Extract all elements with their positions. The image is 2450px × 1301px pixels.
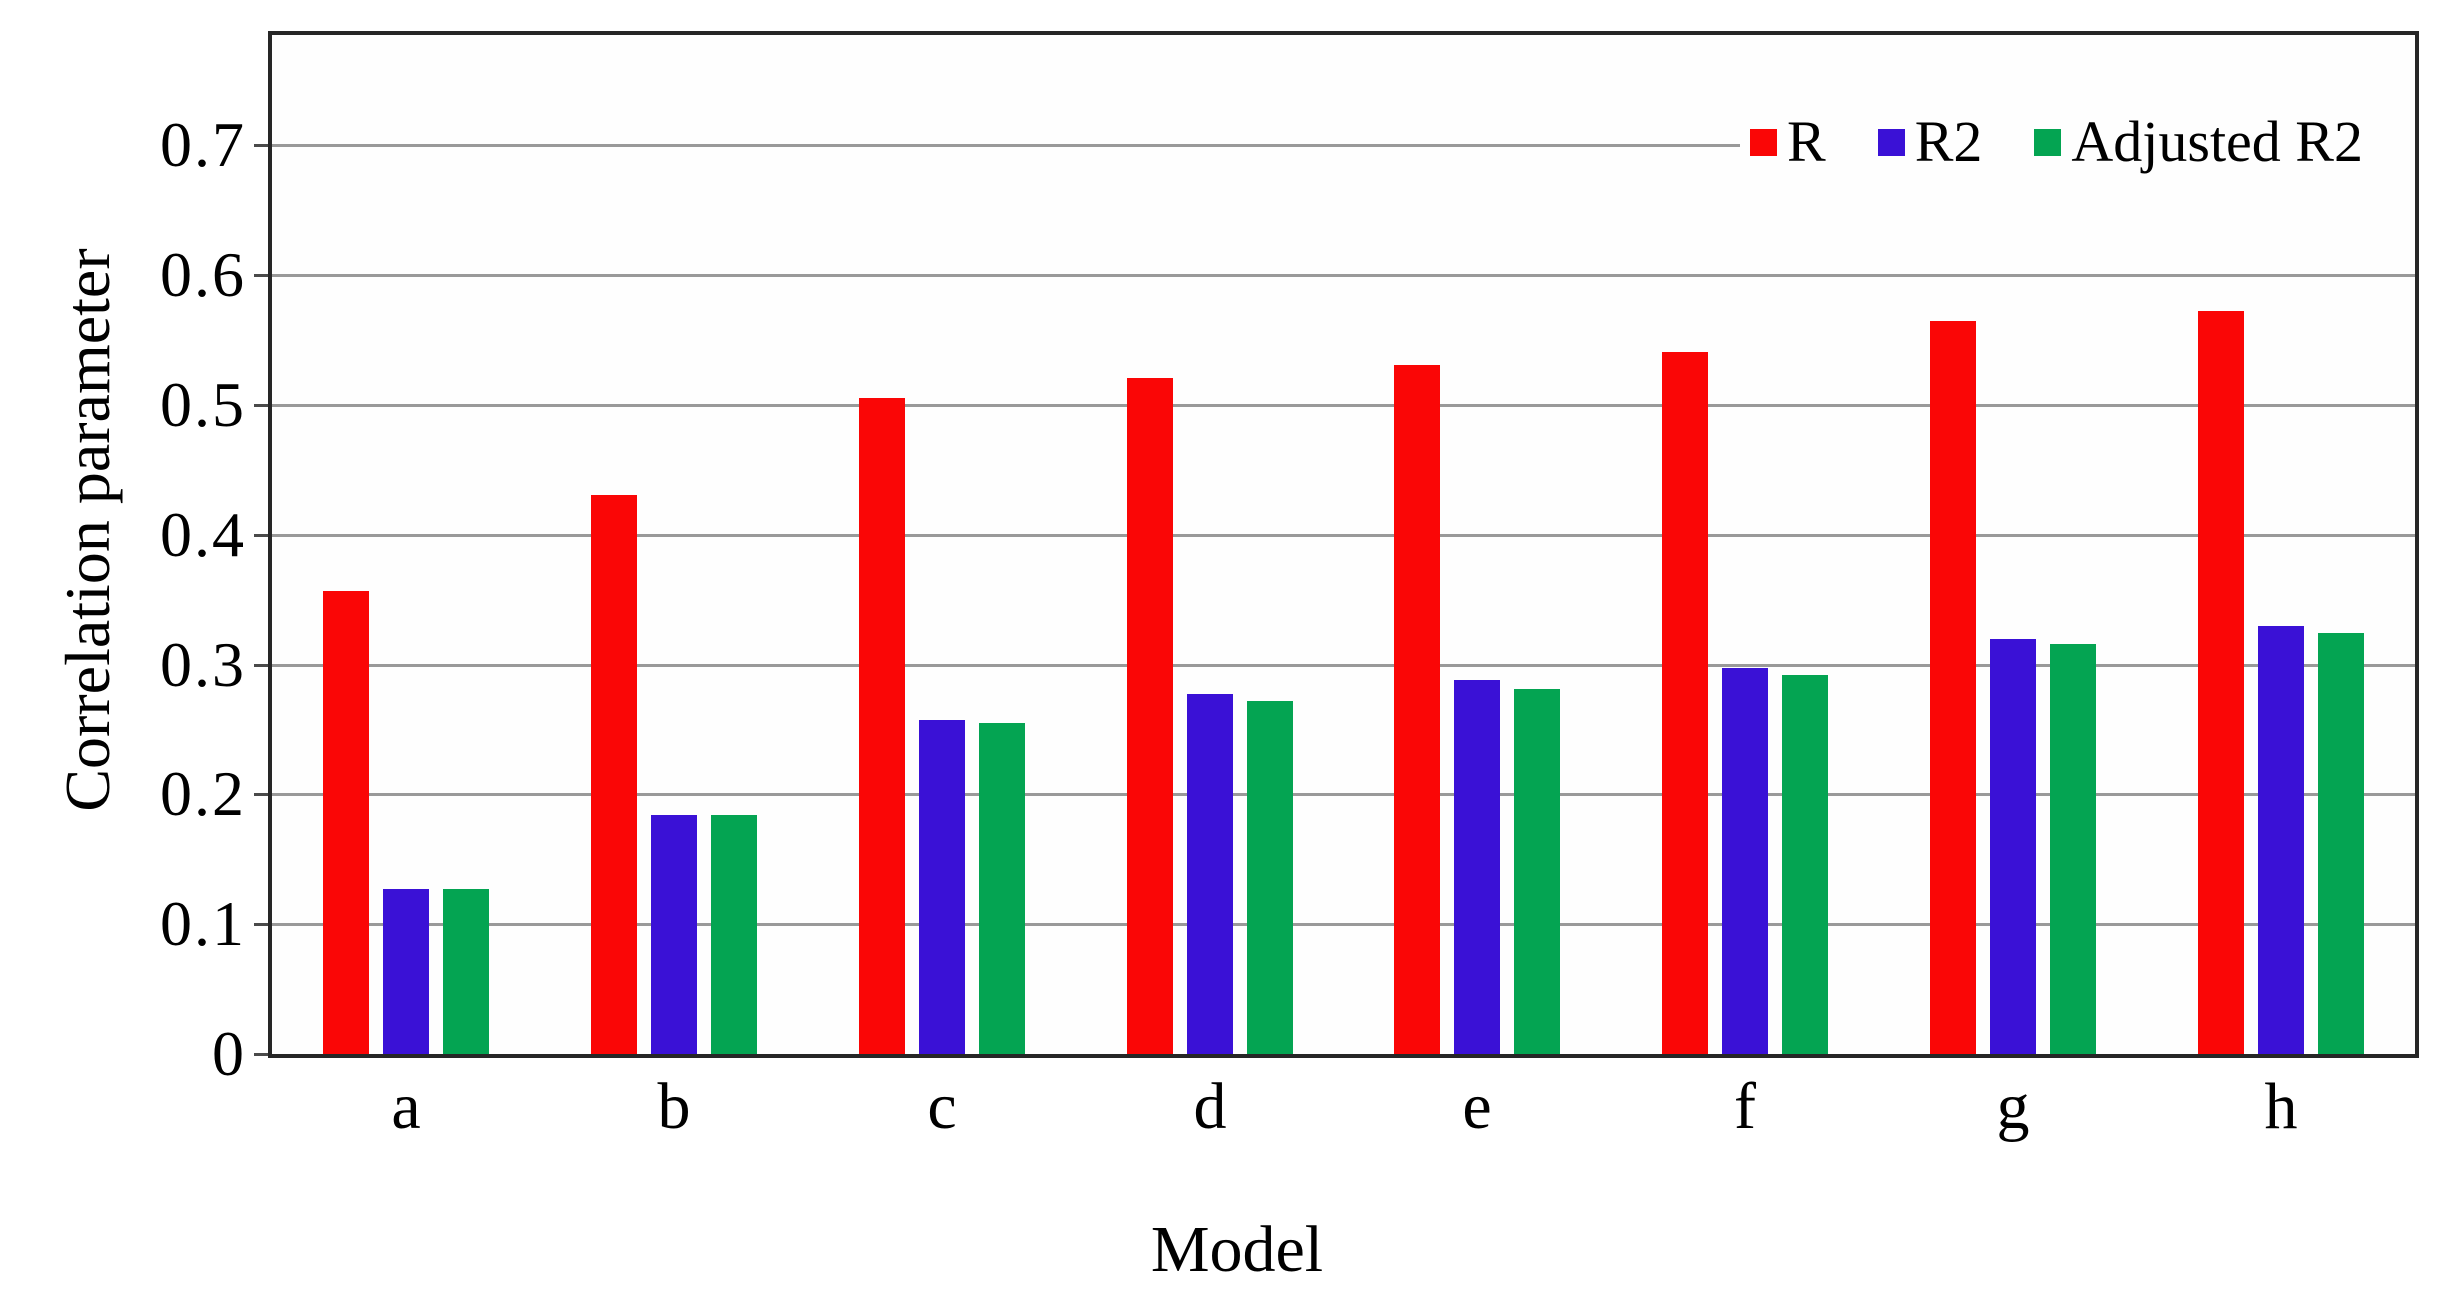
legend-label: Adjusted R2	[2071, 109, 2363, 174]
y-tick-mark	[254, 403, 268, 407]
bar-r-b	[591, 495, 637, 1054]
bar-r2-c	[919, 720, 965, 1054]
x-category-label-g: g	[1996, 1070, 2030, 1143]
y-tick-mark	[254, 793, 268, 797]
bar-adjusted-r2-d	[1247, 701, 1293, 1054]
bar-r2-f	[1722, 668, 1768, 1054]
y-tick-label-0.7: 0.7	[160, 109, 246, 181]
y-tick-mark	[254, 923, 268, 927]
x-category-label-d: d	[1193, 1070, 1227, 1143]
bar-adjusted-r2-g	[2050, 644, 2096, 1054]
gridline-0.2	[272, 793, 2415, 797]
bar-r2-g	[1990, 639, 2036, 1054]
y-tick-mark	[254, 1053, 268, 1056]
y-tick-label-0.2: 0.2	[160, 758, 246, 830]
bar-r2-e	[1454, 680, 1500, 1054]
x-axis-title: Model	[1150, 1213, 1324, 1286]
gridline-0.7	[272, 144, 2415, 148]
bar-r2-d	[1187, 694, 1233, 1054]
bar-r-c	[859, 398, 905, 1054]
bar-r-d	[1127, 378, 1173, 1054]
y-tick-label-0.3: 0.3	[160, 628, 246, 700]
x-category-label-c: c	[927, 1070, 957, 1143]
y-tick-mark	[254, 274, 268, 278]
x-category-label-a: a	[391, 1070, 421, 1143]
bar-adjusted-r2-b	[711, 815, 757, 1054]
bar-r-g	[1930, 321, 1976, 1054]
y-tick-mark	[254, 663, 268, 667]
x-category-label-f: f	[1734, 1070, 1756, 1143]
legend-swatch-icon	[1877, 128, 1905, 156]
legend: R R2 Adjusted R2	[1740, 111, 2415, 173]
y-tick-label-0.4: 0.4	[160, 498, 246, 570]
y-tick-label-0.1: 0.1	[160, 888, 246, 960]
bar-adjusted-r2-e	[1514, 689, 1560, 1054]
bar-r-h	[2198, 311, 2244, 1054]
bar-adjusted-r2-f	[1782, 675, 1828, 1054]
x-category-label-b: b	[657, 1070, 691, 1143]
bar-r2-b	[651, 815, 697, 1054]
x-category-label-e: e	[1462, 1070, 1492, 1143]
bar-adjusted-r2-c	[979, 723, 1025, 1054]
y-tick-mark	[254, 533, 268, 537]
gridline-0.5	[272, 403, 2415, 407]
bar-r2-h	[2258, 626, 2304, 1054]
legend-swatch-icon	[1750, 128, 1777, 156]
bar-r-f	[1662, 352, 1708, 1054]
gridline-0.4	[272, 533, 2415, 537]
legend-item-r2: R2	[1877, 109, 1983, 174]
legend-item-adjusted-r2: Adjusted R2	[2034, 113, 2363, 171]
legend-swatch-icon	[2034, 128, 2062, 156]
plot-area: R R2 Adjusted R2	[268, 31, 2419, 1058]
bar-r-e	[1394, 365, 1440, 1054]
legend-item-r: R	[1750, 113, 1826, 171]
bar-adjusted-r2-h	[2318, 633, 2364, 1054]
gridline-0.6	[272, 274, 2415, 278]
y-tick-label-0.5: 0.5	[160, 368, 246, 440]
legend-label: R2	[1914, 109, 1983, 174]
y-tick-label-0: 0	[212, 1018, 246, 1089]
x-category-label-h: h	[2264, 1070, 2298, 1143]
gridline-0.3	[272, 663, 2415, 667]
y-tick-mark	[254, 144, 268, 148]
bar-adjusted-r2-a	[443, 889, 489, 1054]
bar-r2-a	[383, 889, 429, 1054]
y-tick-label-0.6: 0.6	[160, 239, 246, 311]
gridline-0.1	[272, 923, 2415, 927]
legend-label: R	[1787, 109, 1826, 174]
bar-r-a	[323, 591, 369, 1054]
